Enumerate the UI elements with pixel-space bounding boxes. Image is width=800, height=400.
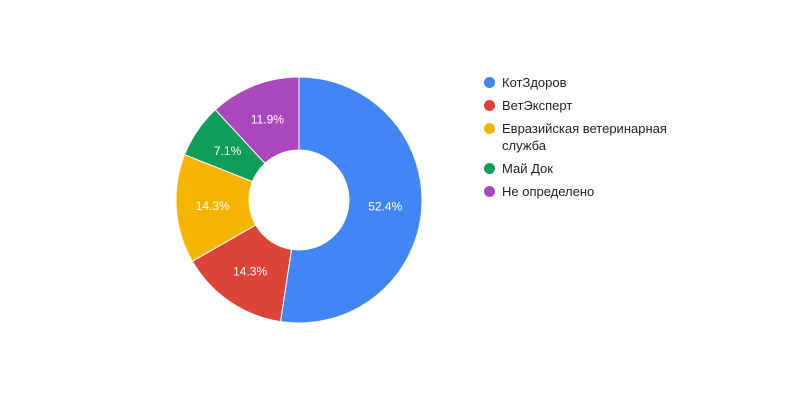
legend-label-kotzdorov: КотЗдоров	[502, 75, 567, 90]
slice-label-maydok: 7.1%	[214, 144, 242, 158]
legend-swatch-maydok	[484, 163, 495, 174]
legend-item-vetexpert[interactable]: ВетЭксперт	[484, 97, 704, 114]
legend-item-kotzdorov[interactable]: КотЗдоров	[484, 74, 704, 91]
legend-label-maydok: Май Док	[502, 161, 553, 176]
legend-item-maydok[interactable]: Май Док	[484, 160, 704, 177]
slice-undefined[interactable]	[214, 76, 300, 165]
slice-label-eurasian-vet-service: 14.3%	[196, 199, 230, 213]
slice-label-vetexpert: 14.3%	[233, 264, 267, 278]
legend-label-vetexpert: ВетЭксперт	[502, 98, 573, 113]
slice-kotzdorov[interactable]	[279, 76, 423, 324]
legend-swatch-vetexpert	[484, 100, 495, 111]
legend-swatch-undefined	[484, 186, 495, 197]
legend-item-undefined[interactable]: Не определено	[484, 183, 704, 200]
legend-label-undefined: Не определено	[502, 184, 595, 199]
slice-label-undefined: 11.9%	[251, 112, 284, 126]
legend-item-eurasian-vet-service[interactable]: Евразийская ветеринарная служба	[484, 120, 704, 154]
legend-swatch-eurasian-vet-service	[484, 123, 495, 134]
slice-label-kotzdorov: 52.4%	[368, 200, 402, 214]
legend-swatch-kotzdorov	[484, 77, 495, 88]
legend: КотЗдоров ВетЭксперт Евразийская ветерин…	[484, 74, 704, 206]
legend-label-eurasian-vet-service: Евразийская ветеринарная служба	[502, 121, 667, 153]
